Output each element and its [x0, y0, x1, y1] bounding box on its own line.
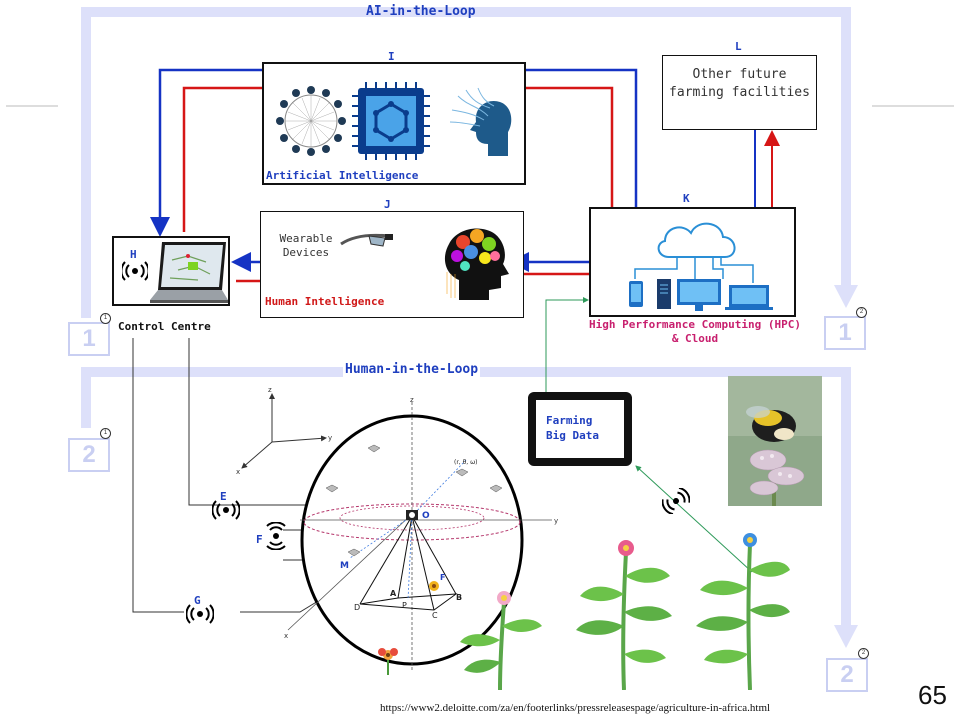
- hpc-caption-line2: & Cloud: [671, 332, 719, 345]
- hpc-caption: High Performance Computing (HPC) & Cloud: [550, 318, 840, 346]
- ai-to-hpc-arrow: [505, 68, 646, 237]
- drone-geometry-diagram: z y x z y x O M F P A B C D (r, θ, ω): [236, 386, 558, 672]
- svg-text:z: z: [410, 396, 414, 404]
- bee-on-flower-image: [728, 376, 822, 506]
- control-letter: H: [130, 248, 137, 261]
- hpc-box: [589, 207, 796, 317]
- svg-text:x: x: [236, 468, 240, 476]
- big-data-line2: Big Data: [546, 429, 599, 442]
- plants-illustration: [378, 533, 790, 690]
- bigdata-to-hpc-line: [545, 297, 589, 392]
- svg-text:y: y: [554, 517, 558, 525]
- svg-text:(r, θ, ω): (r, θ, ω): [454, 459, 477, 466]
- svg-text:x: x: [284, 632, 288, 640]
- smart-glasses-icon: [340, 233, 393, 247]
- wireless-signal-icon: [122, 261, 148, 281]
- big-data-tablet: Farming Big Data: [528, 392, 632, 466]
- svg-text:M: M: [340, 561, 349, 571]
- cloud-computing-icon: [629, 222, 773, 311]
- ai-head-icon: [449, 87, 512, 156]
- sensor-f-wireless-icon: [266, 522, 286, 550]
- laptop-icon: [150, 242, 228, 303]
- brain-head-icon: [444, 228, 509, 300]
- svg-text:O: O: [422, 511, 430, 521]
- sensor-g-label: G: [194, 594, 201, 607]
- page-number: 65: [918, 680, 947, 710]
- plant-wireless-icon: [662, 488, 690, 514]
- marker-1-left: 1: [68, 322, 110, 356]
- svg-text:F: F: [440, 573, 445, 582]
- hpc-to-ai-arrow: [503, 78, 614, 232]
- source-url[interactable]: https://www2.deloitte.com/za/en/footerli…: [380, 702, 771, 714]
- ai-to-control-arrow: [150, 68, 292, 237]
- svg-text:D: D: [354, 603, 360, 612]
- human-box: Wearable Devices Human Intelligence: [260, 211, 524, 318]
- small-flower: [378, 648, 398, 675]
- sensor-e-label: E: [220, 490, 227, 503]
- ai-loop-title: AI-in-the-Loop: [366, 4, 476, 19]
- svg-text:y: y: [328, 434, 332, 442]
- svg-text:A: A: [390, 589, 397, 598]
- svg-text:P: P: [402, 601, 407, 610]
- sensor-e-wireless-icon: [212, 500, 240, 520]
- human-box-letter: J: [384, 198, 391, 211]
- svg-text:C: C: [432, 611, 438, 620]
- marker-2-right: 2: [826, 658, 868, 692]
- plant-to-bigdata-line: [635, 465, 753, 573]
- control-centre-box: H: [112, 236, 230, 306]
- hpc-caption-line1: High Performance Computing (HPC): [589, 318, 801, 331]
- other-facilities-text: Other future farming facilities: [669, 67, 810, 100]
- marker-1-right: 1: [824, 316, 866, 350]
- human-loop-arrowhead: [834, 625, 858, 648]
- big-data-line1: Farming: [546, 414, 593, 427]
- ai-box-caption: Artificial Intelligence: [266, 169, 419, 182]
- sensor-g-wireless-icon: [186, 604, 214, 624]
- ai-loop-arrowhead: [834, 285, 858, 308]
- marker-2-left: 2: [68, 438, 110, 472]
- ai-loop-line: [81, 7, 851, 318]
- ai-chip-icon: [352, 82, 430, 160]
- sensor-f-label: F: [256, 533, 263, 546]
- svg-text:z: z: [268, 386, 272, 394]
- human-loop-title: Human-in-the-Loop: [343, 362, 481, 377]
- other-box-letter: L: [735, 40, 742, 53]
- neural-network-icon: [276, 86, 346, 156]
- ai-box-letter: I: [388, 50, 395, 63]
- ai-box: Artificial Intelligence: [262, 62, 526, 185]
- other-facilities-box: Other future farming facilities: [662, 55, 817, 130]
- svg-text:B: B: [456, 593, 462, 602]
- hpc-box-letter: K: [683, 192, 690, 205]
- human-box-caption: Human Intelligence: [265, 295, 385, 308]
- wearable-devices-label: Wearable Devices: [279, 232, 333, 259]
- control-to-g-line: [132, 338, 184, 613]
- control-centre-caption: Control Centre: [118, 320, 211, 333]
- control-to-ai-arrow: [182, 78, 297, 232]
